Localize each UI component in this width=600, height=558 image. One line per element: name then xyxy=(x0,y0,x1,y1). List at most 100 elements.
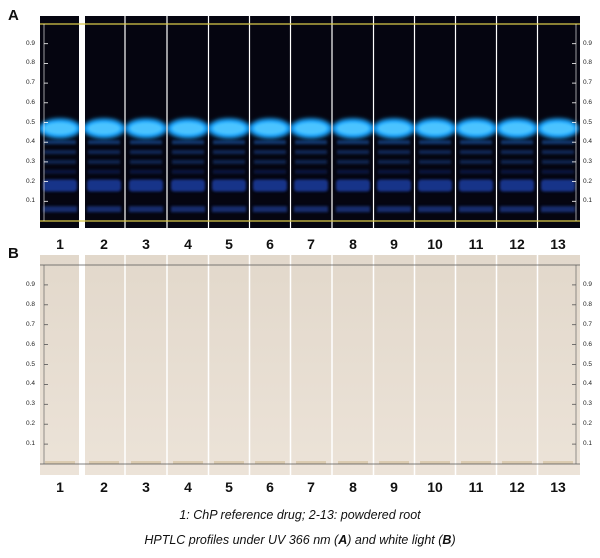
uv-lane-number-11: 11 xyxy=(468,236,484,252)
white-left-tick-label: 0.5 xyxy=(26,360,36,368)
uv-lane-10 xyxy=(414,118,456,213)
white-lane-number-3: 3 xyxy=(142,479,150,495)
uv-band-0.06 xyxy=(253,206,287,213)
white-lane-separator xyxy=(454,255,457,475)
uv-band-faint xyxy=(295,169,327,174)
white-lane-separator xyxy=(79,255,85,475)
uv-lane-2 xyxy=(83,118,125,213)
white-lane-separator xyxy=(248,255,251,475)
uv-band-0.06 xyxy=(418,206,452,213)
uv-band-faint xyxy=(295,159,327,164)
uv-lane-number-6: 6 xyxy=(266,236,274,252)
uv-band-faint xyxy=(88,150,120,155)
uv-band-faint xyxy=(130,159,162,164)
uv-lane-7 xyxy=(290,118,332,213)
uv-lane-number-3: 3 xyxy=(142,236,150,252)
uv-lane-5 xyxy=(208,118,250,213)
white-lane-number-5: 5 xyxy=(225,479,233,495)
white-lane-number-2: 2 xyxy=(100,479,108,495)
uv-band-0.18 xyxy=(171,179,205,192)
uv-band-0.06 xyxy=(129,206,163,213)
uv-right-tick-label: 0.6 xyxy=(583,98,593,106)
uv-right-tick-label: 0.8 xyxy=(583,59,593,67)
uv-band-0.06 xyxy=(43,206,77,213)
uv-band-faint xyxy=(378,169,410,174)
panel-a-label: A xyxy=(8,7,19,24)
uv-main-band-core xyxy=(501,122,533,135)
white-left-tick-label: 0.8 xyxy=(26,300,36,308)
uv-lane-13 xyxy=(537,118,579,213)
uv-band-0.18 xyxy=(294,179,328,192)
uv-band-0.18 xyxy=(43,179,77,192)
white-right-tick-label: 0.6 xyxy=(583,340,593,348)
uv-lane-number-4: 4 xyxy=(184,236,192,252)
uv-band-faint xyxy=(254,169,286,174)
uv-right-tick-label: 0.2 xyxy=(583,177,593,185)
uv-band-faint xyxy=(460,169,492,174)
white-lane-9-origin-spot xyxy=(379,461,409,464)
uv-lane-separator xyxy=(495,16,498,228)
uv-main-band-core xyxy=(337,122,369,135)
white-lane-12-origin-spot xyxy=(502,461,532,464)
uv-band-0.18 xyxy=(87,179,121,192)
uv-band-faint xyxy=(130,140,162,145)
uv-lane-separator xyxy=(331,16,333,228)
caption-line2-a: A xyxy=(338,533,348,547)
uv-band-faint xyxy=(378,140,410,145)
white-lane-10-origin-spot xyxy=(420,461,450,464)
uv-lane-4 xyxy=(167,118,209,213)
uv-lane-separator xyxy=(124,16,126,228)
uv-band-0.18 xyxy=(418,179,452,192)
uv-right-tick-label: 0.7 xyxy=(583,79,593,87)
uv-band-faint xyxy=(419,140,451,145)
white-right-tick-label: 0.8 xyxy=(583,300,593,308)
uv-lane-9 xyxy=(373,118,415,213)
uv-band-faint xyxy=(378,150,410,155)
white-lane-8-origin-spot xyxy=(338,461,368,464)
caption-line2-prefix: HPTLC profiles under UV 366 nm ( xyxy=(144,533,339,547)
uv-lane-8 xyxy=(332,118,374,213)
uv-main-band-core xyxy=(419,122,451,135)
uv-band-faint xyxy=(172,140,204,145)
uv-lane-separator xyxy=(248,16,251,228)
uv-band-0.18 xyxy=(129,179,163,192)
white-left-tick-label: 0.6 xyxy=(26,340,36,348)
uv-band-faint xyxy=(213,169,245,174)
white-lane-separator xyxy=(207,255,210,475)
uv-band-faint xyxy=(460,159,492,164)
uv-left-tick-label: 0.1 xyxy=(26,197,36,205)
uv-band-faint xyxy=(213,140,245,145)
uv-left-tick-label: 0.3 xyxy=(26,157,36,165)
uv-band-faint xyxy=(295,140,327,145)
uv-lane-separator xyxy=(166,16,168,228)
uv-lane-separator xyxy=(454,16,457,228)
uv-lane-number-13: 13 xyxy=(550,236,566,252)
uv-band-0.18 xyxy=(336,179,370,192)
white-lane-number-4: 4 xyxy=(184,479,192,495)
uv-lane-number-7: 7 xyxy=(307,236,315,252)
white-lane-number-6: 6 xyxy=(266,479,274,495)
white-plate-background xyxy=(40,255,580,475)
uv-left-tick-label: 0.4 xyxy=(26,138,36,146)
white-right-tick-label: 0.2 xyxy=(583,420,593,428)
uv-band-0.18 xyxy=(253,179,287,192)
white-lane-separator xyxy=(413,255,416,475)
uv-main-band-core xyxy=(44,122,76,135)
uv-main-band-core xyxy=(130,122,162,135)
uv-left-tick-label: 0.5 xyxy=(26,118,36,126)
white-lane-separator xyxy=(495,255,498,475)
white-right-tick-label: 0.7 xyxy=(583,320,593,328)
white-right-tick-label: 0.9 xyxy=(583,280,593,288)
uv-lane-11 xyxy=(455,118,497,213)
uv-left-tick-label: 0.6 xyxy=(26,98,36,106)
white-lane-separator xyxy=(124,255,126,475)
white-left-tick-label: 0.7 xyxy=(26,320,36,328)
uv-band-faint xyxy=(419,169,451,174)
uv-band-faint xyxy=(460,140,492,145)
uv-main-band-core xyxy=(460,122,492,135)
uv-band-faint xyxy=(295,150,327,155)
uv-band-0.18 xyxy=(500,179,534,192)
uv-lane-separator xyxy=(207,16,210,228)
white-lane-number-13: 13 xyxy=(550,479,566,495)
uv-band-faint xyxy=(542,159,574,164)
